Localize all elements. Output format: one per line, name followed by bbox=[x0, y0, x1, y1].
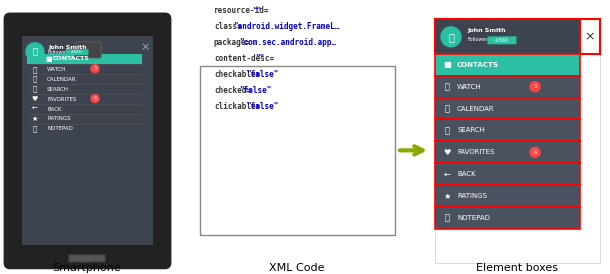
Text: clickable=: clickable= bbox=[214, 102, 260, 111]
Text: 📅: 📅 bbox=[33, 76, 37, 82]
Text: ←: ← bbox=[443, 170, 451, 179]
Bar bbox=[580, 19, 600, 54]
Text: 🔍: 🔍 bbox=[33, 86, 37, 92]
Bar bbox=[435, 19, 600, 263]
Text: BACK: BACK bbox=[47, 107, 62, 112]
Text: 3: 3 bbox=[533, 84, 537, 89]
FancyBboxPatch shape bbox=[75, 42, 101, 58]
Text: FAVORITES: FAVORITES bbox=[47, 96, 76, 102]
Bar bbox=[435, 207, 580, 229]
Text: ■: ■ bbox=[45, 56, 52, 62]
Bar bbox=[27, 54, 142, 64]
Text: package=: package= bbox=[214, 38, 251, 47]
Text: ×: × bbox=[585, 30, 595, 43]
Text: XML Code: XML Code bbox=[269, 263, 325, 273]
Text: 👤: 👤 bbox=[32, 47, 37, 56]
Text: CONTACTS: CONTACTS bbox=[457, 62, 499, 68]
FancyBboxPatch shape bbox=[487, 36, 517, 44]
Text: FAVORITES: FAVORITES bbox=[457, 149, 494, 155]
Text: WATCH: WATCH bbox=[47, 67, 66, 72]
Text: content-desc=: content-desc= bbox=[214, 54, 274, 63]
Text: 4,560: 4,560 bbox=[495, 38, 509, 43]
Text: "": "" bbox=[256, 54, 265, 63]
FancyBboxPatch shape bbox=[200, 66, 395, 235]
Text: 📝: 📝 bbox=[33, 126, 37, 132]
Text: checked=: checked= bbox=[214, 86, 251, 95]
Text: CONTACTS: CONTACTS bbox=[53, 56, 90, 61]
Text: Followers: Followers bbox=[48, 50, 71, 55]
Circle shape bbox=[91, 65, 99, 73]
Text: ⌚: ⌚ bbox=[445, 82, 450, 91]
Text: ♥: ♥ bbox=[32, 96, 38, 102]
Text: 3: 3 bbox=[93, 66, 96, 71]
Bar bbox=[435, 54, 580, 76]
Bar bbox=[435, 141, 580, 163]
Text: Element boxes: Element boxes bbox=[476, 263, 559, 273]
Text: SEARCH: SEARCH bbox=[47, 87, 69, 92]
Text: BACK: BACK bbox=[457, 171, 476, 177]
Text: ★: ★ bbox=[32, 116, 38, 122]
Circle shape bbox=[26, 43, 44, 61]
Text: "": "" bbox=[253, 7, 262, 15]
Text: CALENDAR: CALENDAR bbox=[47, 77, 77, 82]
Bar bbox=[435, 76, 580, 98]
Text: 🔍: 🔍 bbox=[445, 126, 450, 135]
Text: 6: 6 bbox=[93, 96, 96, 101]
Text: Smartphone: Smartphone bbox=[52, 263, 121, 273]
Text: RATINGS: RATINGS bbox=[47, 116, 71, 121]
Text: checkable=: checkable= bbox=[214, 70, 260, 79]
Text: RATINGS: RATINGS bbox=[457, 193, 487, 199]
Text: resource-id=: resource-id= bbox=[214, 7, 270, 15]
Text: "false": "false" bbox=[246, 70, 278, 79]
Bar bbox=[22, 36, 153, 245]
Bar bbox=[435, 185, 580, 207]
Text: "android.widget.FrameL…: "android.widget.FrameL… bbox=[233, 22, 340, 32]
Text: 📝: 📝 bbox=[445, 213, 450, 222]
Circle shape bbox=[530, 82, 540, 92]
Circle shape bbox=[441, 27, 461, 47]
Text: SEARCH: SEARCH bbox=[457, 127, 485, 133]
Text: CALENDAR: CALENDAR bbox=[457, 105, 495, 112]
Bar bbox=[435, 19, 580, 54]
Text: class=: class= bbox=[214, 22, 242, 32]
Circle shape bbox=[530, 147, 540, 157]
Text: 👤: 👤 bbox=[448, 32, 454, 42]
Text: John Smith: John Smith bbox=[48, 45, 87, 50]
Circle shape bbox=[91, 95, 99, 102]
Text: ⌚: ⌚ bbox=[33, 66, 37, 73]
FancyBboxPatch shape bbox=[69, 255, 105, 262]
Text: WATCH: WATCH bbox=[457, 84, 482, 90]
Text: ←: ← bbox=[32, 106, 38, 112]
Text: NOTEPAD: NOTEPAD bbox=[457, 215, 490, 221]
Text: ■: ■ bbox=[443, 60, 451, 69]
Text: ★: ★ bbox=[443, 192, 451, 201]
FancyBboxPatch shape bbox=[5, 14, 170, 268]
Bar bbox=[435, 98, 580, 119]
Bar bbox=[435, 119, 580, 141]
Text: 6: 6 bbox=[533, 150, 537, 155]
Text: "false": "false" bbox=[240, 86, 272, 95]
Text: Followers: Followers bbox=[467, 37, 490, 42]
Text: "false": "false" bbox=[246, 102, 278, 111]
Text: NOTEPAD: NOTEPAD bbox=[47, 127, 73, 132]
FancyArrowPatch shape bbox=[400, 146, 423, 155]
Text: ×: × bbox=[140, 43, 149, 53]
Text: ♥: ♥ bbox=[443, 148, 451, 157]
Text: John Smith: John Smith bbox=[467, 28, 506, 33]
Text: 📅: 📅 bbox=[445, 104, 450, 113]
FancyBboxPatch shape bbox=[65, 49, 88, 55]
Text: 4,560: 4,560 bbox=[71, 50, 83, 54]
Bar bbox=[435, 163, 580, 185]
Text: "com.sec.android.app…: "com.sec.android.app… bbox=[240, 38, 337, 47]
